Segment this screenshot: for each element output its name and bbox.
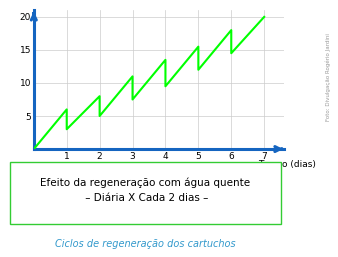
Text: Tempo (dias): Tempo (dias) bbox=[259, 160, 316, 169]
Text: Ciclos de regeneração dos cartuchos: Ciclos de regeneração dos cartuchos bbox=[55, 239, 236, 249]
Text: ΔP: ΔP bbox=[6, 0, 22, 2]
Text: Foto: Divulgação Rogério Jardini: Foto: Divulgação Rogério Jardini bbox=[325, 33, 331, 121]
Text: Efeito da regeneração com água quente
 – Diária X Cada 2 dias –: Efeito da regeneração com água quente – … bbox=[40, 178, 250, 203]
